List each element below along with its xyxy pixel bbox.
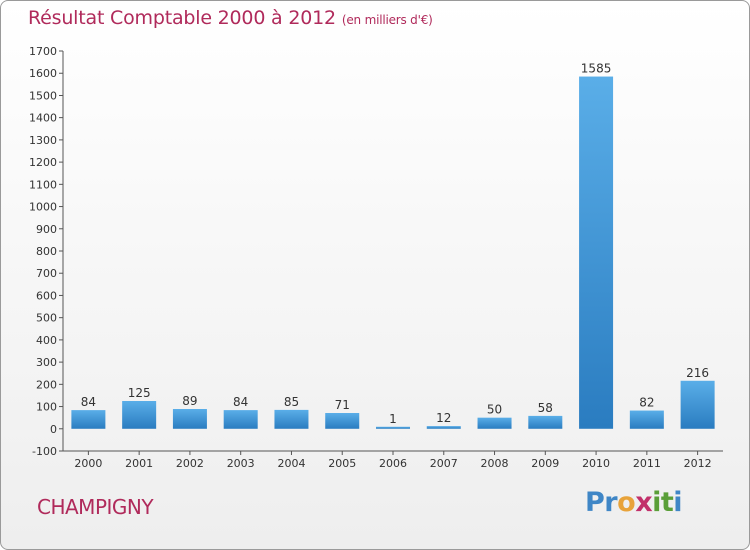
- bar-2009: [528, 415, 563, 429]
- x-tick-label: 2001: [125, 457, 153, 470]
- bar-2011: [629, 410, 664, 429]
- x-tick-label: 2006: [379, 457, 407, 470]
- value-label-2005: 71: [335, 398, 350, 412]
- x-tick-label: 2000: [74, 457, 102, 470]
- value-label-2011: 82: [639, 396, 654, 410]
- bar-2001: [122, 401, 157, 429]
- x-tick-label: 2010: [582, 457, 610, 470]
- y-tick-label: 900: [36, 223, 57, 236]
- value-label-2000: 84: [81, 395, 96, 409]
- y-tick-label: 400: [36, 334, 57, 347]
- x-tick-label: 2007: [430, 457, 458, 470]
- bar-2008: [477, 417, 512, 429]
- bar-2006: [376, 426, 410, 429]
- x-tick-label: 2005: [328, 457, 356, 470]
- y-tick-label: 1600: [29, 67, 57, 80]
- bar-2007: [426, 426, 461, 429]
- value-label-2002: 89: [182, 394, 197, 408]
- value-label-2004: 85: [284, 395, 299, 409]
- value-labels: 84 125 89 84 85 71 1 12 50 58 1585 82 216: [81, 62, 709, 426]
- y-tick-label: 1300: [29, 134, 57, 147]
- x-tick-label: 2011: [633, 457, 661, 470]
- y-tick-label: 500: [36, 312, 57, 325]
- y-tick-label: 200: [36, 378, 57, 391]
- x-tick-label: 2003: [227, 457, 255, 470]
- bar-2004: [274, 409, 309, 429]
- y-tick-label: 600: [36, 289, 57, 302]
- y-tick-label: 1500: [29, 89, 57, 102]
- x-tick-label: 2004: [277, 457, 305, 470]
- value-label-2001: 125: [128, 386, 151, 400]
- y-tick-label: 700: [36, 267, 57, 280]
- y-tick-label: 1200: [29, 156, 57, 169]
- value-label-2008: 50: [487, 403, 502, 417]
- x-tick-label: 2009: [531, 457, 559, 470]
- y-tick-label: 0: [50, 423, 57, 436]
- axes: -100 0 100 200 300 400 500 600 700 800 900 1000 1100…: [29, 45, 723, 470]
- title-text: Résultat Comptable 2000 à 2012: [28, 7, 336, 29]
- value-label-2003: 84: [233, 395, 248, 409]
- x-tick-label: 2008: [481, 457, 509, 470]
- bar-2005: [325, 413, 360, 429]
- value-label-2006: 1: [389, 412, 397, 426]
- bar-2003: [223, 410, 258, 429]
- y-tick-label: 300: [36, 356, 57, 369]
- value-label-2010: 1585: [581, 62, 612, 76]
- y-tick-label: 1100: [29, 178, 57, 191]
- chart-title: Résultat Comptable 2000 à 2012 (en millie…: [28, 7, 433, 29]
- bars: [71, 76, 715, 429]
- bar-2010: [579, 76, 614, 429]
- y-tick-label: 100: [36, 401, 57, 414]
- y-tick-label: 1000: [29, 201, 57, 214]
- value-label-2012: 216: [686, 366, 709, 380]
- location-name: CHAMPIGNY: [37, 495, 154, 519]
- bar-2012: [680, 380, 715, 429]
- bar-2000: [71, 410, 106, 429]
- brand-logo: Proxiti: [585, 487, 683, 518]
- y-tick-label: 1700: [29, 45, 57, 58]
- y-tick-label: 800: [36, 245, 57, 258]
- x-tick-label: 2012: [684, 457, 712, 470]
- unit-note: (en milliers d'€): [341, 13, 433, 27]
- value-label-2007: 12: [436, 411, 451, 425]
- x-tick-label: 2002: [176, 457, 204, 470]
- bar-2002: [172, 409, 207, 429]
- y-tick-label: -100: [32, 445, 57, 458]
- y-tick-label: 1400: [29, 112, 57, 125]
- value-label-2009: 58: [538, 401, 553, 415]
